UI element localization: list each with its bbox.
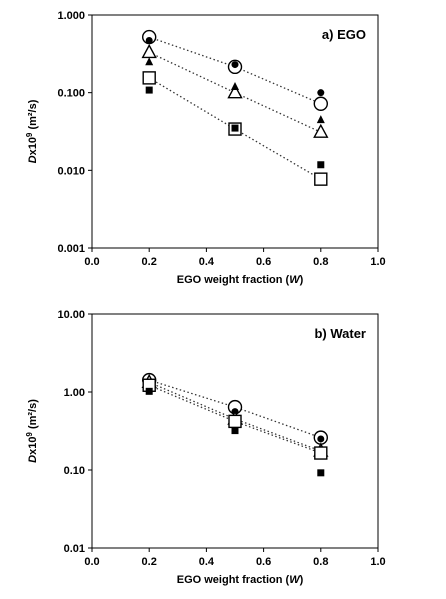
data-point-open-triangle <box>227 84 243 99</box>
data-point-filled-square <box>317 469 325 477</box>
y-axis-label: Dx109 (m²/s) <box>25 399 39 463</box>
x-tick-label: 0.8 <box>313 556 328 568</box>
y-tick-label: 1.000 <box>57 10 85 22</box>
data-point-open-square <box>228 414 242 429</box>
y-tick-label: 10.00 <box>57 309 85 321</box>
x-tick-label: 0.0 <box>84 256 99 268</box>
y-axis-label: Dx109 (m²/s) <box>25 99 39 163</box>
x-tick-label: 0.4 <box>199 256 215 268</box>
data-point-filled-triangle <box>231 82 239 91</box>
data-point-filled-square <box>145 86 153 94</box>
data-point-filled-square <box>145 387 153 395</box>
chart-panel-ego: 0.0 0.2 0.4 0.6 0.8 1.0 0.001 0.010 0.100 1.000 EG… <box>25 10 386 286</box>
data-point-filled-triangle <box>145 57 154 66</box>
x-tick-label: 1.0 <box>370 556 385 568</box>
panel-label: b) Water <box>314 326 366 341</box>
data-point-filled-circle <box>145 36 153 44</box>
data-point-filled-square <box>231 427 239 435</box>
x-tick-label: 0.6 <box>256 256 271 268</box>
fit-line <box>148 36 322 105</box>
x-tick-label: 0.6 <box>256 556 271 568</box>
x-tick-label: 0.2 <box>142 256 157 268</box>
y-tick-label: 0.001 <box>57 243 85 255</box>
x-tick-label: 0.8 <box>313 256 328 268</box>
data-point-open-circle <box>313 96 328 111</box>
data-point-open-triangle <box>141 43 157 59</box>
plot-frame <box>91 313 379 549</box>
x-axis-label: EGO weight fraction (W) <box>177 274 304 286</box>
panel-label: a) EGO <box>322 27 366 42</box>
data-point-filled-circle <box>231 61 239 69</box>
data-point-open-triangle <box>313 123 329 138</box>
y-tick-label: 0.100 <box>57 88 85 100</box>
data-point-filled-circle <box>317 89 325 97</box>
x-tick-label: 0.0 <box>84 556 99 568</box>
data-point-filled-circle <box>317 435 325 443</box>
x-tick-label: 0.2 <box>142 556 157 568</box>
x-tick-label: 1.0 <box>370 256 385 268</box>
data-point-open-square <box>314 172 328 186</box>
plot-frame <box>91 14 379 249</box>
data-point-filled-square <box>317 161 325 169</box>
y-tick-label: 0.10 <box>64 465 85 477</box>
fit-line <box>148 77 322 180</box>
x-tick-label: 0.4 <box>199 556 215 568</box>
y-tick-label: 0.010 <box>57 165 85 177</box>
x-axis-label: EGO weight fraction (W) <box>177 574 304 586</box>
chart-panel-water: 0.0 0.2 0.4 0.6 0.8 1.0 0.01 0.10 1.00 10.00 EGO w… <box>25 309 386 586</box>
data-point-filled-triangle <box>316 115 325 124</box>
data-point-open-square <box>142 71 156 85</box>
y-tick-label: 1.00 <box>64 387 85 399</box>
data-point-open-square <box>314 446 328 460</box>
y-tick-label: 0.01 <box>64 543 85 555</box>
data-point-filled-square <box>231 124 239 132</box>
